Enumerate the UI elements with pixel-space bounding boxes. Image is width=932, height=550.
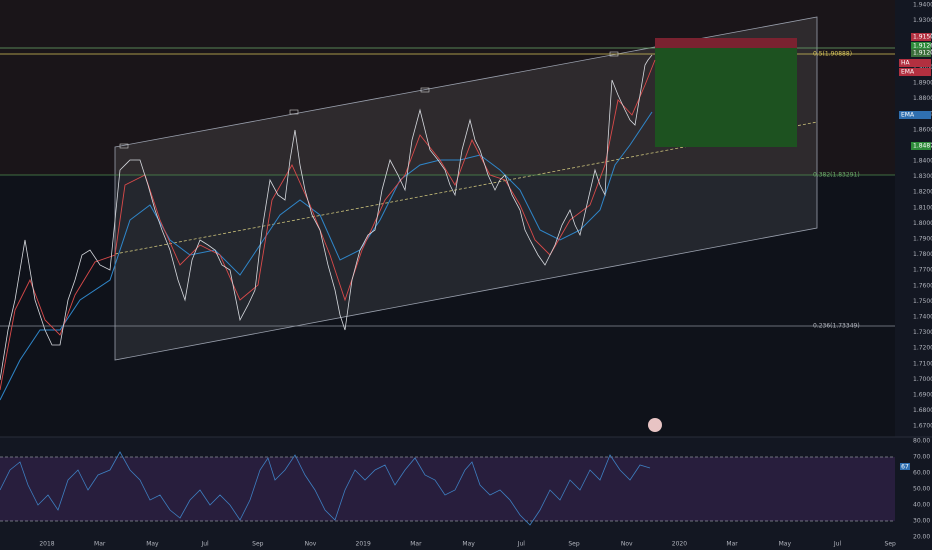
price-badge (899, 59, 931, 67)
icon[interactable] (648, 418, 662, 432)
marker (289, 109, 299, 115)
price-badge (899, 111, 931, 119)
rsi-band (0, 457, 895, 521)
price-label: 1.7500 (913, 298, 932, 305)
time-label: May (779, 541, 792, 548)
rsi-label: 80.00 (913, 438, 930, 445)
target-zone (655, 48, 797, 147)
price-label: 1.6900 (913, 392, 932, 399)
rsi-label: 30.00 (913, 518, 930, 525)
fib-label: 0.5(1.90888) (813, 51, 852, 58)
price-badge-label: 1.9150 (913, 34, 932, 41)
time-label: Sep (568, 541, 580, 548)
price-label: 1.6800 (913, 407, 932, 414)
price-badge (911, 142, 931, 150)
price-label: 1.7400 (913, 314, 932, 321)
price-label: 1.7800 (913, 251, 932, 258)
price-label: 1.6700 (913, 423, 932, 430)
rsi-badge: 67 (901, 464, 909, 471)
marker (609, 51, 619, 57)
price-label: 1.8900 (913, 80, 932, 87)
time-label: Sep (252, 541, 264, 548)
channel (114, 16, 818, 361)
time-label: Mar (410, 541, 422, 548)
price-badge (911, 49, 931, 57)
price-badge (911, 33, 931, 41)
price-badge-label: 1.91268 (913, 43, 932, 50)
time-label: Nov (305, 541, 317, 548)
price-badge (899, 68, 931, 76)
rsi-label: 50.00 (913, 486, 930, 493)
rsi-label: 70.00 (913, 454, 930, 461)
price-label: 1.8000 (913, 220, 932, 227)
fib-label: 0.382(1.83291) (813, 172, 860, 179)
time-label: Mar (94, 541, 106, 548)
price-label: 1.7200 (913, 345, 932, 352)
price-label: 1.8100 (913, 204, 932, 211)
time-label: Jul (517, 541, 526, 548)
time-label: 2018 (39, 541, 54, 548)
stop-zone (655, 38, 797, 48)
price-badge-label: 1.84879 (913, 143, 932, 150)
price-label: 1.9000 (913, 64, 932, 71)
fib-label: 0.236(1.73349) (813, 323, 860, 330)
time-label: Sep (885, 541, 897, 548)
price-label: 1.7000 (913, 376, 932, 383)
time-label: May (462, 541, 475, 548)
price-label: 1.9300 (913, 17, 932, 24)
price-label: 1.7300 (913, 329, 932, 336)
time-label: Jul (833, 541, 842, 548)
time-label: Jul (200, 541, 209, 548)
price-label: 1.7900 (913, 236, 932, 243)
rsi-line (0, 451, 651, 526)
price-badge (911, 42, 931, 50)
price (0, 54, 653, 381)
time-label: 2020 (672, 541, 687, 548)
time-label: Mar (726, 541, 738, 548)
time-label: 2019 (356, 541, 371, 548)
price-label: 1.8800 (913, 95, 932, 102)
price-badge-label: EMA (901, 69, 915, 76)
ema-fast (0, 59, 656, 391)
price-label: 1.7100 (913, 360, 932, 367)
marker (420, 87, 430, 93)
price-label: 1.9400 (913, 2, 932, 9)
price-badge-label: EMA (901, 112, 915, 119)
rsi-label: 40.00 (913, 502, 930, 509)
price-label: 1.8300 (913, 173, 932, 180)
rsi-badge-box (900, 463, 910, 470)
price-label: 1.8400 (913, 158, 932, 165)
price-label: 1.8200 (913, 189, 932, 196)
rsi-label: 60.00 (913, 470, 930, 477)
price-label: 1.7700 (913, 267, 932, 274)
price-label: 1.7600 (913, 282, 932, 289)
time-label: May (146, 541, 159, 548)
lower-shade (0, 175, 895, 437)
time-label: Nov (621, 541, 633, 548)
rsi-label: 20.00 (913, 534, 930, 541)
price-badge-label: 1.91209 (913, 50, 932, 57)
marker (119, 143, 129, 149)
price-badge-label: HA (901, 60, 911, 67)
price-label: 1.8600 (913, 126, 932, 133)
ema-slow (0, 111, 653, 401)
